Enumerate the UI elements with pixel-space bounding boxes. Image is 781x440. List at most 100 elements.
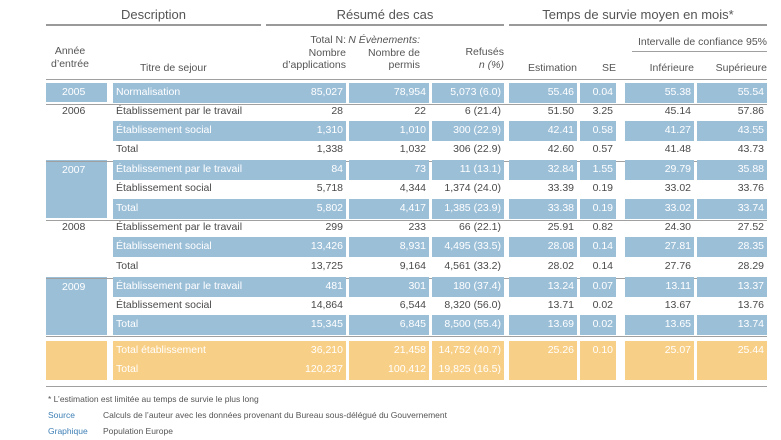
year-cell-2009: 2009 (46, 277, 107, 335)
header-refuses-line1: Refusés (465, 46, 504, 58)
table-row: Total 1,338 1,032 306 (22.9) 42.60 0.57 41.48 4… (46, 140, 767, 160)
cell-evenements: 100,412 (349, 360, 429, 380)
cell-inf: 13.11 (625, 277, 694, 297)
cell-estimation: 33.38 (509, 199, 577, 219)
header-total-n-line3: d’applications (282, 59, 346, 71)
cell-refuses: 6 (21.4) (464, 105, 501, 117)
cell-total: 481 (266, 277, 346, 297)
cell-evenements: 233 (408, 221, 426, 233)
cell-refuses: 5,073 (6.0) (432, 83, 504, 103)
year-label: 2009 (62, 281, 86, 293)
cell-evenements: 1,010 (349, 121, 429, 141)
cell-sup: 28.35 (697, 237, 767, 257)
cell-se: 0.04 (580, 83, 616, 103)
cell-sup: 28.29 (737, 260, 764, 272)
cell-se (580, 360, 616, 380)
cell-evenements: 1,032 (399, 143, 426, 155)
year-label: 2007 (62, 164, 86, 176)
group-survie-label: Temps de survie moyen en mois* (542, 6, 734, 22)
source-value: Calculs de l’auteur avec les données pro… (103, 410, 448, 420)
cell-label: Établissement par le travail (113, 160, 314, 180)
header-refuses: Refusés n (%) (430, 46, 504, 71)
graphique-key: Graphique (48, 426, 88, 436)
header-total-n: Total N: Nombre d’applications (262, 34, 346, 72)
row-divider (46, 104, 767, 105)
cell-se: 0.19 (580, 199, 616, 219)
year-label: 2008 (62, 221, 86, 233)
cell-inf: 25.07 (625, 341, 694, 361)
header-total-n-line1: Total N: (310, 34, 346, 46)
cell-refuses: 4,495 (33.5) (432, 237, 504, 257)
header-estimation: Estimation (527, 62, 577, 74)
header-superieure: Supérieure (715, 62, 767, 74)
cell-refuses: 19,825 (16.5) (432, 360, 504, 380)
cell-sup: 27.52 (737, 221, 764, 233)
cell-total: 13,725 (310, 260, 343, 272)
group-description: Description (46, 4, 261, 26)
cell-se: 0.19 (592, 182, 613, 194)
cell-se: 0.58 (580, 121, 616, 141)
cell-label: Établissement social (116, 299, 212, 311)
intervalle-divider (632, 51, 767, 52)
header-annee-line1: Année (54, 45, 86, 57)
cell-sup: 55.54 (697, 83, 767, 103)
cell-label: Établissement social (113, 121, 314, 141)
cell-evenements: 301 (349, 277, 429, 297)
year-cell-2006: 2006 (46, 102, 107, 121)
cell-estimation: 13.71 (547, 299, 574, 311)
cell-label: Total (116, 143, 139, 155)
cell-refuses: 4,561 (33.2) (444, 260, 501, 272)
table-row: Établissement par le travail 481 301 180 (3… (46, 277, 767, 297)
header-divider (46, 79, 767, 80)
cell-se: 0.10 (580, 341, 616, 361)
cell-se: 0.57 (592, 143, 613, 155)
cell-evenements: 4,344 (399, 182, 426, 194)
cell-evenements: 9,164 (399, 260, 426, 272)
table-row: Établissement par le travail 28 22 6 (21.4)… (46, 102, 767, 122)
group-survie: Temps de survie moyen en mois* (509, 4, 767, 26)
header-se: SE (601, 62, 616, 74)
row-divider (46, 220, 767, 221)
cell-total: 1,338 (316, 143, 343, 155)
cell-refuses: 14,752 (40.7) (432, 341, 504, 361)
cell-se: 0.14 (592, 260, 613, 272)
cell-inf: 27.81 (625, 237, 694, 257)
cell-refuses: 180 (37.4) (432, 277, 504, 297)
table-row: Total 5,802 4,417 1,385 (23.9) 33.38 0.19 33.0… (46, 199, 767, 219)
cell-total: 36,210 (266, 341, 346, 361)
cell-total: 13,426 (266, 237, 346, 257)
header-evenements-line2: Nombre de (368, 46, 420, 59)
cell-inf: 33.02 (664, 182, 691, 194)
source-line: Source Calculs de l’auteur avec les donn… (48, 410, 447, 420)
header-total-n-line2: Nombre (308, 46, 346, 59)
cell-sup: 13.76 (737, 299, 764, 311)
cell-se: 0.07 (580, 277, 616, 297)
table-row: Établissement social 13,426 8,931 4,495 (33… (46, 237, 767, 257)
table-row: Total 15,345 6,845 8,500 (55.4) 13.69 0.02 13.… (46, 315, 767, 335)
cell-evenements: 8,931 (349, 237, 429, 257)
cell-evenements: 73 (349, 160, 429, 180)
cell-estimation: 25.91 (547, 221, 574, 233)
cell-estimation: 25.26 (509, 341, 577, 361)
cell-label: Normalisation (113, 83, 314, 103)
group-resume: Résumé des cas (266, 4, 504, 26)
cell-total: 299 (325, 221, 343, 233)
cell-estimation: 13.69 (509, 315, 577, 335)
cell-refuses: 8,500 (55.4) (432, 315, 504, 335)
cell-label: Établissement par le travail (116, 221, 243, 233)
cell-refuses: 1,374 (24.0) (444, 182, 501, 194)
year-cell-total (46, 341, 107, 380)
cell-total: 85,027 (266, 83, 346, 103)
group-description-label: Description (120, 6, 187, 22)
table-row: Total établissement 36,210 21,458 14,752 (4… (46, 341, 767, 361)
cell-label: Total (116, 260, 139, 272)
cell-sup: 43.73 (737, 143, 764, 155)
cell-estimation: 55.46 (509, 83, 577, 103)
cell-label: Établissement social (116, 182, 212, 194)
table-row: Normalisation 85,027 78,954 5,073 (6.0) 55.4… (46, 83, 767, 103)
cell-label: Total (113, 315, 314, 335)
cell-total: 15,345 (266, 315, 346, 335)
cell-inf: 24.30 (664, 221, 691, 233)
cell-estimation: 13.24 (509, 277, 577, 297)
cell-sup (697, 360, 767, 380)
